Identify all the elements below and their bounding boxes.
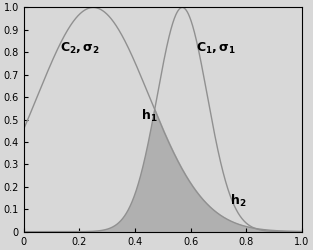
Text: $\mathbf{h_2}$: $\mathbf{h_2}$ (229, 193, 246, 209)
Text: $\mathbf{C_1,\sigma_1}$: $\mathbf{C_1,\sigma_1}$ (196, 41, 236, 56)
Text: $\mathbf{C_2,\sigma_2}$: $\mathbf{C_2,\sigma_2}$ (60, 41, 100, 56)
Text: $\mathbf{h_1}$: $\mathbf{h_1}$ (141, 108, 157, 124)
